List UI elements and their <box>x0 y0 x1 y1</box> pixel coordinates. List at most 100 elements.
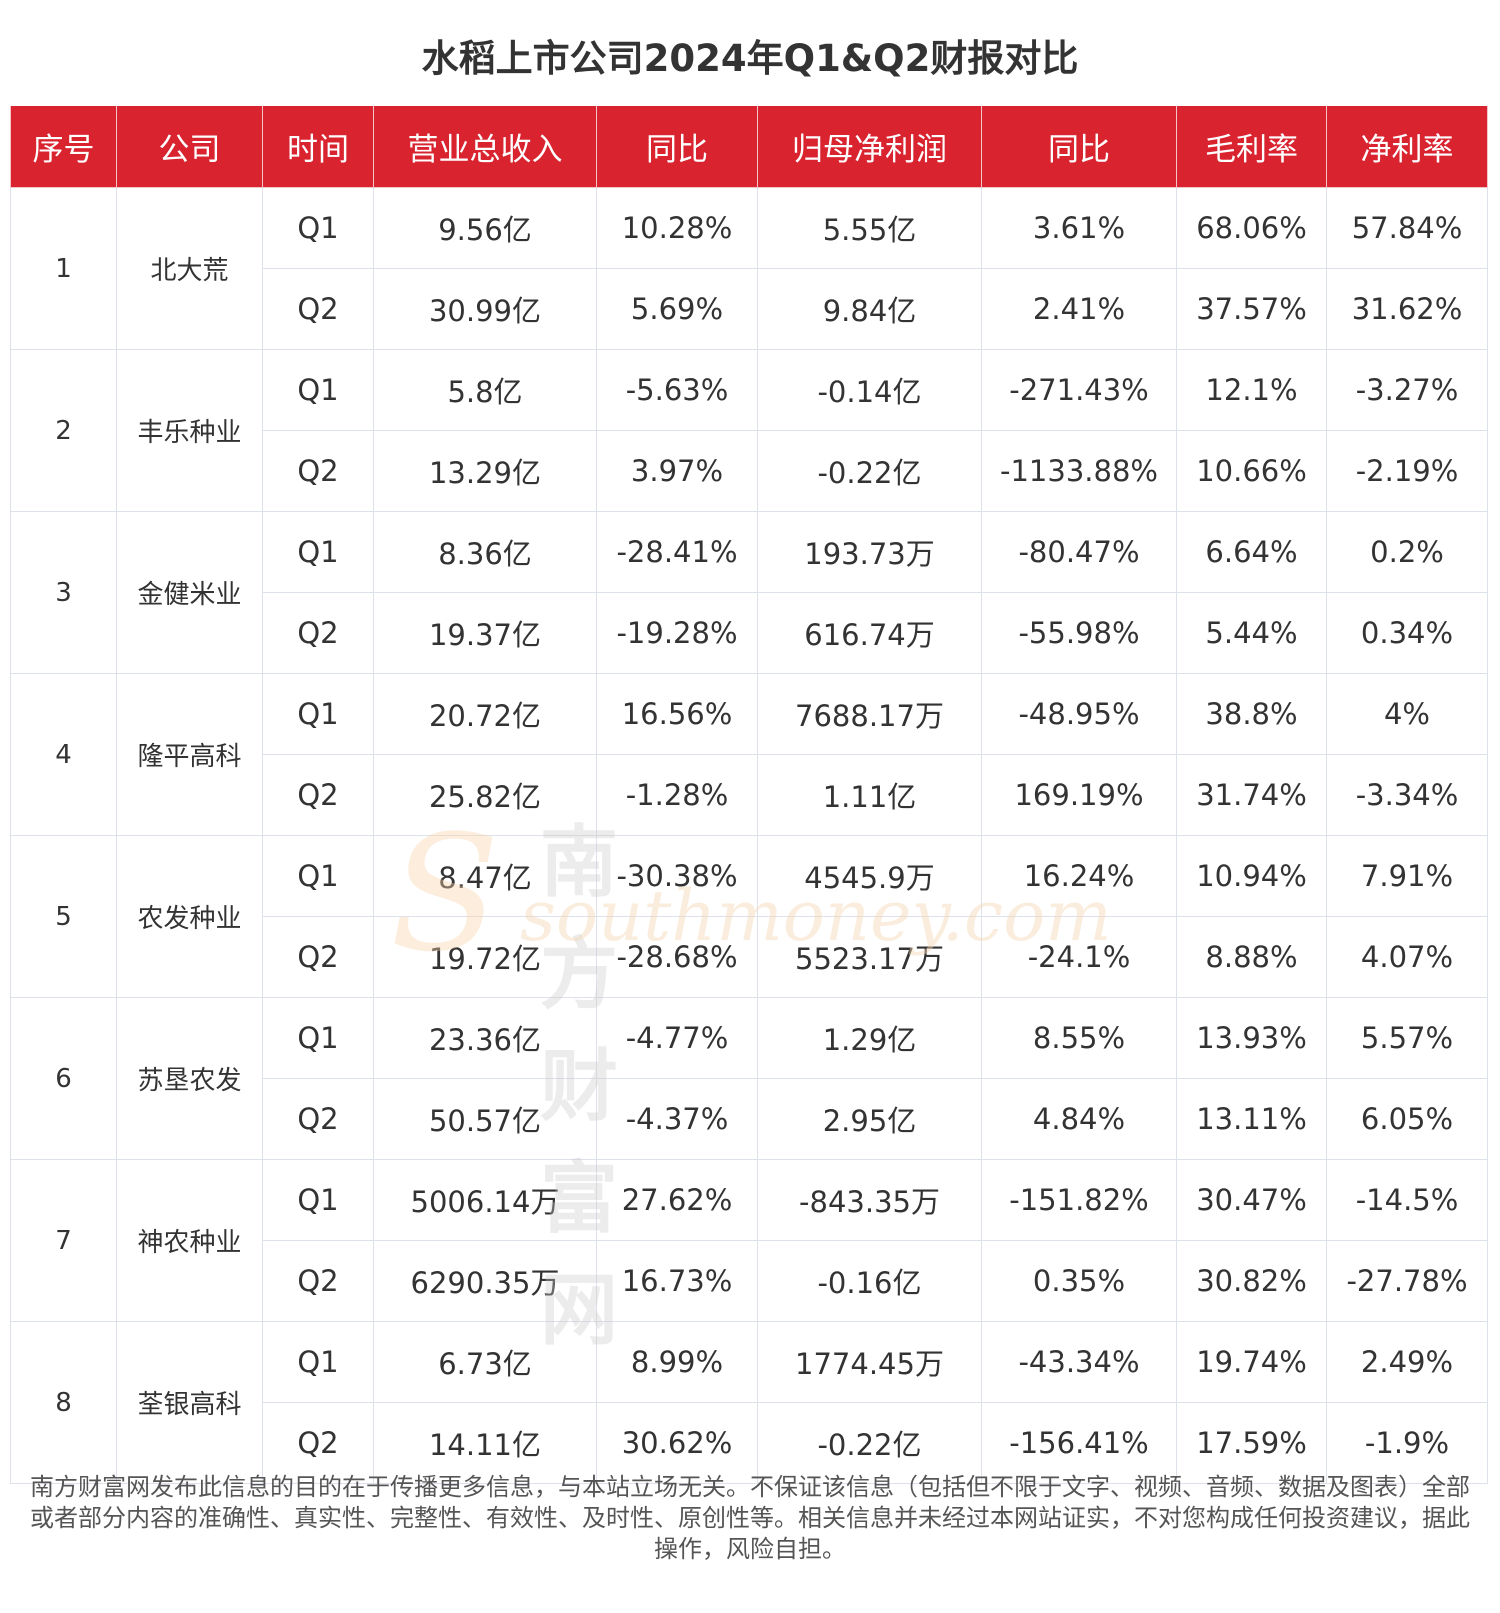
company-name: 苏垦农发 <box>116 997 263 1160</box>
table-cell: 27.62% <box>596 1159 758 1241</box>
table-cell: 31.62% <box>1326 268 1488 350</box>
row-index: 8 <box>10 1321 117 1484</box>
company-name: 金健米业 <box>116 511 263 674</box>
table-cell: 0.34% <box>1326 592 1488 674</box>
table-cell: 169.19% <box>981 754 1177 836</box>
table-cell: 16.73% <box>596 1240 758 1322</box>
row-index: 2 <box>10 349 117 512</box>
table-row: Q2 6290.35万 16.73% -0.16亿 0.35% 30.82% -27.78% <box>11 1240 1488 1322</box>
table-cell: 6.73亿 <box>373 1321 597 1403</box>
table-cell: -55.98% <box>981 592 1177 674</box>
table-cell: 50.57亿 <box>373 1078 597 1160</box>
row-index: 7 <box>10 1159 117 1322</box>
table-cell: -4.77% <box>596 997 758 1079</box>
table-cell: 5.8亿 <box>373 349 597 431</box>
table-cell: 4545.9万 <box>757 835 982 917</box>
table-cell: 9.56亿 <box>373 187 597 269</box>
column-header: 净利率 <box>1326 106 1488 188</box>
table-cell: 25.82亿 <box>373 754 597 836</box>
table-cell: -28.68% <box>596 916 758 998</box>
table-cell: 31.74% <box>1176 754 1327 836</box>
table-cell: 1.11亿 <box>757 754 982 836</box>
table-cell: -1.28% <box>596 754 758 836</box>
column-header: 毛利率 <box>1176 106 1327 188</box>
table-cell: -48.95% <box>981 673 1177 755</box>
table-cell: 6.05% <box>1326 1078 1488 1160</box>
page-title: 水稻上市公司2024年Q1&Q2财报对比 <box>421 37 1079 80</box>
table-cell: 30.47% <box>1176 1159 1327 1241</box>
table-cell: 17.59% <box>1176 1402 1327 1484</box>
table-cell: Q2 <box>262 268 374 350</box>
table-cell: Q1 <box>262 349 374 431</box>
table-cell: 7.91% <box>1326 835 1488 917</box>
table-cell: 68.06% <box>1176 187 1327 269</box>
table-cell: Q1 <box>262 511 374 593</box>
table-cell: 37.57% <box>1176 268 1327 350</box>
table-cell: 10.66% <box>1176 430 1327 512</box>
table-cell: 16.56% <box>596 673 758 755</box>
table-cell: 4% <box>1326 673 1488 755</box>
column-header: 公司 <box>116 106 263 188</box>
table-cell: 616.74万 <box>757 592 982 674</box>
table-cell: 13.93% <box>1176 997 1327 1079</box>
table-cell: 5.57% <box>1326 997 1488 1079</box>
table-cell: 12.1% <box>1176 349 1327 431</box>
table-cell: 193.73万 <box>757 511 982 593</box>
table-cell: 5006.14万 <box>373 1159 597 1241</box>
table-cell: 30.82% <box>1176 1240 1327 1322</box>
table-cell: 57.84% <box>1326 187 1488 269</box>
table-cell: 8.99% <box>596 1321 758 1403</box>
table-cell: -3.34% <box>1326 754 1488 836</box>
table-row: Q2 13.29亿 3.97% -0.22亿 -1133.88% 10.66% -2.19% <box>11 430 1488 512</box>
table-row: 3 金健米业 Q1 8.36亿 -28.41% 193.73万 -80.47% 6.64% 0.… <box>10 511 1488 674</box>
table-cell: Q2 <box>262 430 374 512</box>
table-cell: -14.5% <box>1326 1159 1488 1241</box>
table-cell: -19.28% <box>596 592 758 674</box>
row-index: 3 <box>10 511 117 674</box>
table-cell: 23.36亿 <box>373 997 597 1079</box>
table-row: 8 荃银高科 Q1 6.73亿 8.99% 1774.45万 -43.34% 19.74% 2.… <box>10 1321 1488 1484</box>
table-cell: 30.62% <box>596 1402 758 1484</box>
company-name: 隆平高科 <box>116 673 263 836</box>
table-cell: 30.99亿 <box>373 268 597 350</box>
table-cell: 2.95亿 <box>757 1078 982 1160</box>
table-cell: Q2 <box>262 1078 374 1160</box>
company-name: 荃银高科 <box>116 1321 263 1484</box>
table-cell: Q1 <box>262 835 374 917</box>
table-cell: 6.64% <box>1176 511 1327 593</box>
table-cell: 5.44% <box>1176 592 1327 674</box>
table-row: 5 农发种业 Q1 8.47亿 -30.38% 4545.9万 16.24% 10.94% 7.… <box>10 835 1488 998</box>
row-index: 4 <box>10 673 117 836</box>
table-cell: 13.11% <box>1176 1078 1327 1160</box>
table-cell: -2.19% <box>1326 430 1488 512</box>
financial-comparison-table: 序号 公司 时间 营业总收入 同比 归母净利润 同比 毛利率 净利率 1 北大荒 Q1 9.56亿 10… <box>10 106 1488 1484</box>
row-index: 1 <box>10 187 117 350</box>
table-cell: Q2 <box>262 1240 374 1322</box>
table-cell: -27.78% <box>1326 1240 1488 1322</box>
company-name: 北大荒 <box>116 187 263 350</box>
table-cell: 6290.35万 <box>373 1240 597 1322</box>
table-cell: Q2 <box>262 754 374 836</box>
table-cell: 2.49% <box>1326 1321 1488 1403</box>
table-row: Q2 14.11亿 30.62% -0.22亿 -156.41% 17.59% -1.9% <box>11 1402 1488 1484</box>
table-row: 4 隆平高科 Q1 20.72亿 16.56% 7688.17万 -48.95% 38.8% 4… <box>10 673 1488 836</box>
company-name: 农发种业 <box>116 835 263 998</box>
table-cell: 5.69% <box>596 268 758 350</box>
table-cell: -28.41% <box>596 511 758 593</box>
table-cell: 8.47亿 <box>373 835 597 917</box>
table-cell: -0.22亿 <box>757 430 982 512</box>
table-row: 7 神农种业 Q1 5006.14万 27.62% -843.35万 -151.82% 30.… <box>10 1159 1488 1322</box>
table-cell: 4.07% <box>1326 916 1488 998</box>
table-cell: -5.63% <box>596 349 758 431</box>
table-cell: Q1 <box>262 187 374 269</box>
table-cell: -0.16亿 <box>757 1240 982 1322</box>
table-cell: 19.37亿 <box>373 592 597 674</box>
table-cell: 8.88% <box>1176 916 1327 998</box>
table-cell: 38.8% <box>1176 673 1327 755</box>
table-cell: 0.2% <box>1326 511 1488 593</box>
row-index: 5 <box>10 835 117 998</box>
table-cell: 5.55亿 <box>757 187 982 269</box>
table-cell: 2.41% <box>981 268 1177 350</box>
table-cell: 13.29亿 <box>373 430 597 512</box>
table-cell: -3.27% <box>1326 349 1488 431</box>
